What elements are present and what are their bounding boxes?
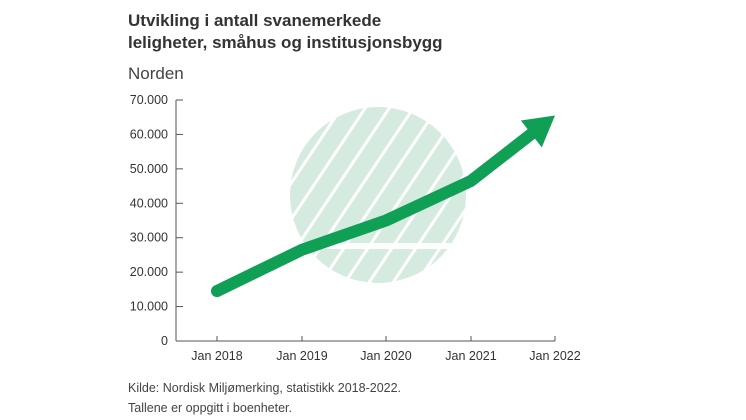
x-tick-label: Jan 2022 [529, 349, 580, 363]
x-tick-label: Jan 2021 [445, 349, 496, 363]
chart-subtitle: Norden [128, 64, 184, 83]
y-tick-label: 0 [161, 334, 168, 348]
y-tick-label: 10.000 [130, 300, 168, 314]
swan-logo-watermark [290, 107, 466, 283]
y-tick-label: 50.000 [130, 162, 168, 176]
note-text: Tallene er oppgitt i boenheter. [128, 401, 293, 415]
arrow-head [520, 115, 555, 148]
footer: Kilde: Nordisk Miljømerking, statistikk … [128, 378, 401, 418]
y-tick-label: 40.000 [130, 196, 168, 210]
title-line-2: leligheter, småhus og institusjonsbygg [128, 33, 443, 52]
source-text: Kilde: Nordisk Miljømerking, statistikk … [128, 381, 402, 395]
x-tick-label: Jan 2020 [360, 349, 411, 363]
y-tick-label: 20.000 [130, 265, 168, 279]
y-tick-label: 70.000 [130, 93, 168, 107]
logo-gap [280, 243, 480, 249]
y-tick-label: 30.000 [130, 231, 168, 245]
title-line-1: Utvikling i antall svanemerkede [128, 11, 382, 30]
x-tick-label: Jan 2018 [191, 349, 242, 363]
y-tick-label: 60.000 [130, 127, 168, 141]
x-tick-label: Jan 2019 [276, 349, 327, 363]
chart-title: Utvikling i antall svanemerkede lelighet… [128, 10, 443, 54]
